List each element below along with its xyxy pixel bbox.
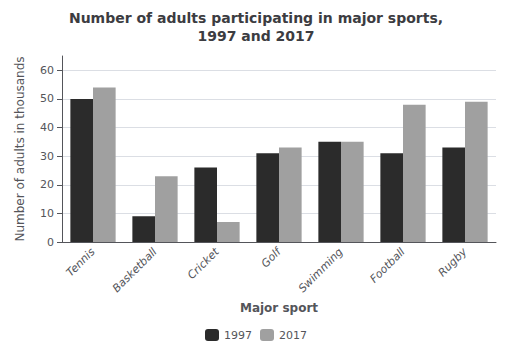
svg-text:Football: Football (367, 245, 407, 285)
svg-text:Rugby: Rugby (436, 245, 470, 279)
svg-text:2017: 2017 (279, 329, 307, 342)
svg-text:Number of adults in thousands: Number of adults in thousands (13, 56, 27, 241)
svg-text:Basketball: Basketball (110, 245, 160, 295)
svg-text:1997: 1997 (224, 329, 252, 342)
svg-text:10: 10 (40, 207, 54, 220)
svg-text:0: 0 (47, 236, 54, 249)
svg-text:Major sport: Major sport (240, 301, 318, 315)
svg-text:30: 30 (40, 150, 54, 163)
svg-text:Swimming: Swimming (296, 245, 346, 295)
svg-text:60: 60 (40, 64, 54, 77)
svg-text:Cricket: Cricket (185, 245, 222, 282)
svg-text:1997 and 2017: 1997 and 2017 (197, 28, 314, 44)
svg-text:Number of adults participating: Number of adults participating in major … (69, 10, 443, 26)
svg-text:Tennis: Tennis (64, 245, 98, 279)
svg-text:40: 40 (40, 121, 54, 134)
svg-text:Golf: Golf (259, 244, 285, 270)
svg-text:50: 50 (40, 92, 54, 105)
svg-text:20: 20 (40, 178, 54, 191)
